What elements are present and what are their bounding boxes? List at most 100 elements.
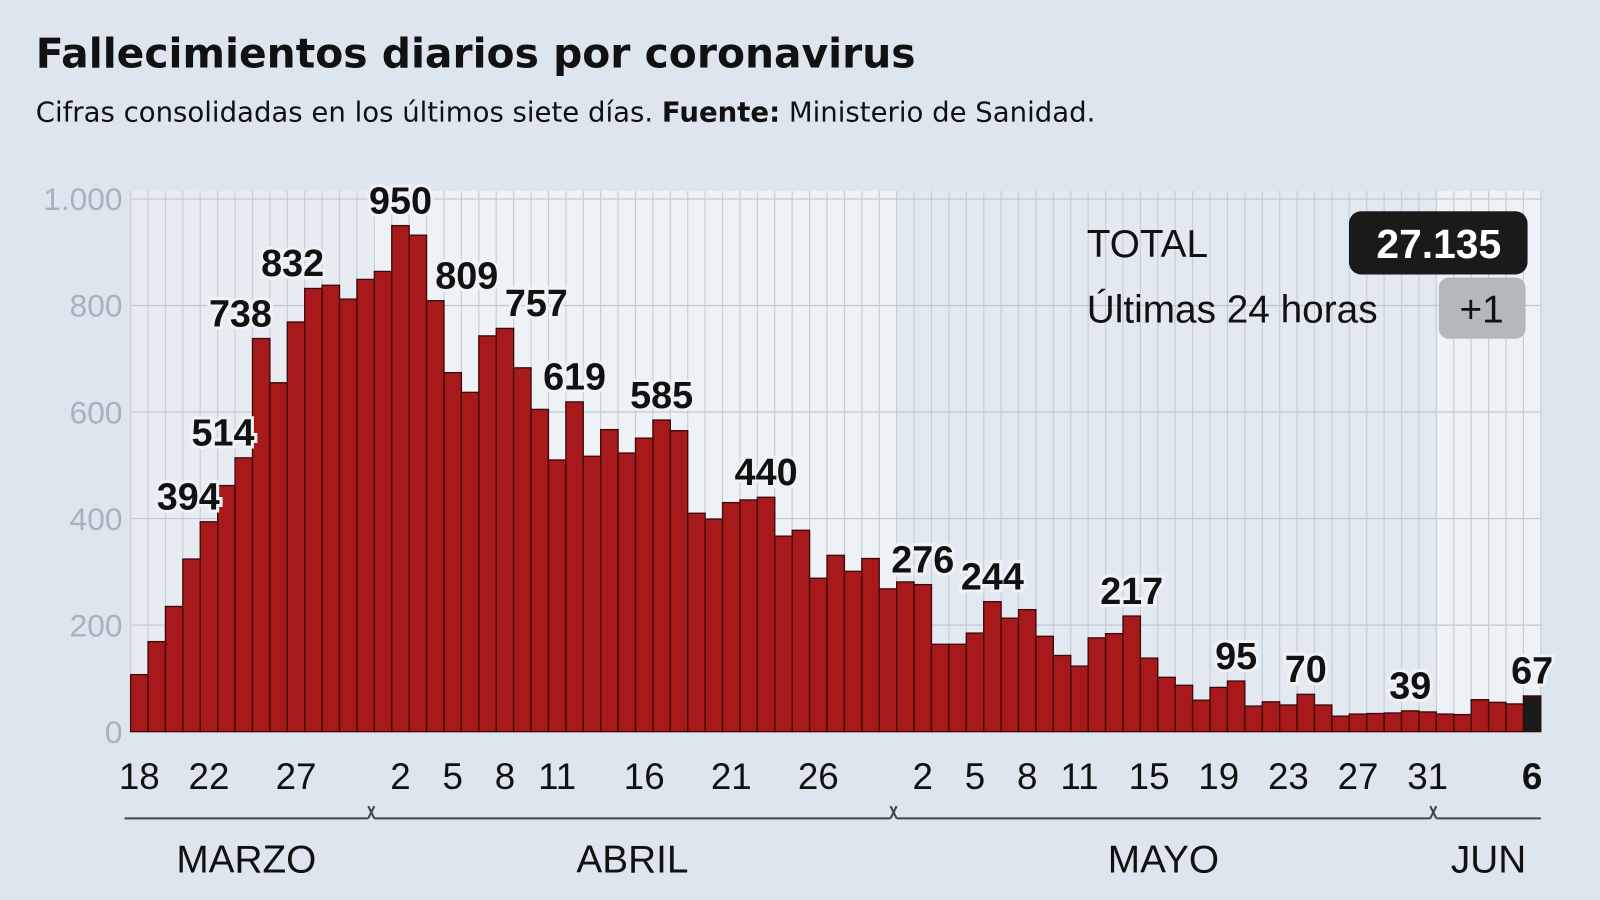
bar bbox=[756, 496, 776, 733]
data-label: 832 bbox=[261, 242, 324, 284]
last24-label: Últimas 24 horas bbox=[1087, 288, 1378, 331]
month-bracket bbox=[1429, 805, 1541, 820]
bar bbox=[182, 558, 201, 733]
data-label: 809 bbox=[435, 254, 498, 296]
month-brackets: MARZO ABRIL MAYO JUN bbox=[124, 805, 1541, 881]
month-bracket bbox=[889, 805, 1438, 820]
bar bbox=[147, 640, 167, 733]
x-tick-label: 11 bbox=[1060, 756, 1098, 797]
bar bbox=[669, 430, 689, 733]
bar bbox=[1279, 704, 1298, 733]
bar bbox=[878, 588, 898, 733]
bar bbox=[1244, 705, 1263, 733]
x-tick-label: 31 bbox=[1407, 756, 1448, 797]
bar bbox=[983, 601, 1002, 733]
x-tick-label: 26 bbox=[798, 756, 839, 797]
bar bbox=[1331, 715, 1350, 733]
bar bbox=[843, 570, 863, 733]
bar bbox=[1418, 711, 1438, 733]
y-tick-label: 400 bbox=[70, 501, 123, 537]
data-label: 585 bbox=[630, 374, 693, 416]
total-label: TOTAL bbox=[1087, 223, 1208, 266]
bar bbox=[1505, 703, 1525, 733]
bar bbox=[269, 382, 288, 733]
x-tick-label: 18 bbox=[119, 756, 160, 797]
bar bbox=[582, 455, 602, 733]
bar bbox=[547, 459, 567, 733]
bar bbox=[652, 419, 671, 733]
y-axis: 0 200 400 600 800 1.000 bbox=[43, 181, 122, 750]
bar bbox=[391, 224, 410, 733]
x-tick-label: 15 bbox=[1129, 756, 1170, 797]
bar bbox=[1104, 632, 1124, 733]
bar bbox=[408, 234, 428, 733]
bar bbox=[791, 529, 811, 733]
x-axis: 18 22 27 2 5 8 11 16 21 26 2 5 8 11 15 19 23 27 31 6 bbox=[119, 756, 1542, 797]
bar bbox=[1487, 701, 1507, 733]
bar bbox=[1348, 713, 1368, 733]
x-tick-label: 27 bbox=[276, 756, 317, 797]
month-bracket bbox=[124, 805, 376, 820]
bar bbox=[460, 391, 480, 733]
bar bbox=[965, 632, 985, 733]
bar bbox=[808, 577, 828, 733]
data-label: 217 bbox=[1100, 570, 1163, 612]
y-tick-label: 600 bbox=[70, 394, 123, 430]
last24-value: +1 bbox=[1460, 288, 1504, 331]
bar bbox=[478, 335, 497, 733]
bar bbox=[1122, 615, 1142, 733]
x-tick-label: 22 bbox=[189, 756, 230, 797]
x-tick-label: 21 bbox=[711, 756, 752, 797]
data-label: 950 bbox=[369, 179, 432, 221]
bar bbox=[1017, 608, 1037, 733]
data-label: 39 bbox=[1389, 665, 1431, 707]
total-value: 27.135 bbox=[1376, 221, 1501, 267]
bar bbox=[1209, 686, 1229, 733]
bar bbox=[530, 408, 550, 733]
month-label: MARZO bbox=[176, 838, 316, 881]
bar bbox=[1453, 713, 1472, 733]
bar bbox=[1261, 701, 1281, 733]
bar bbox=[373, 270, 393, 733]
bar bbox=[1139, 657, 1159, 733]
chart-subtitle: Cifras consolidadas en los últimos siete… bbox=[36, 96, 1096, 128]
bar bbox=[1522, 695, 1542, 733]
bar bbox=[129, 673, 149, 733]
last24-pill bbox=[1438, 277, 1526, 339]
y-tick-label: 200 bbox=[70, 607, 123, 643]
bar bbox=[1383, 712, 1403, 733]
bar bbox=[687, 512, 706, 733]
bar bbox=[1313, 704, 1333, 733]
bar bbox=[1157, 676, 1176, 733]
data-label: 440 bbox=[735, 451, 798, 493]
month-label: JUN bbox=[1451, 838, 1526, 881]
bar bbox=[338, 298, 358, 733]
month-bracket bbox=[367, 805, 898, 820]
bar bbox=[948, 643, 967, 733]
x-tick-label: 11 bbox=[538, 756, 576, 797]
data-label: 276 bbox=[891, 538, 954, 580]
bar bbox=[1052, 654, 1072, 733]
y-tick-label: 0 bbox=[105, 714, 123, 750]
bar bbox=[774, 535, 793, 733]
bar bbox=[1435, 713, 1455, 733]
y-tick-label: 1.000 bbox=[43, 181, 122, 217]
bar bbox=[1470, 699, 1490, 733]
y-tick-label: 800 bbox=[70, 288, 123, 324]
month-label: ABRIL bbox=[576, 838, 688, 881]
x-tick-label: 8 bbox=[495, 756, 515, 797]
bar bbox=[704, 518, 724, 733]
bar bbox=[216, 484, 236, 733]
bar bbox=[1366, 712, 1385, 733]
data-label: 70 bbox=[1285, 648, 1327, 690]
bar bbox=[495, 327, 515, 733]
x-tick-label: 27 bbox=[1338, 756, 1379, 797]
bar bbox=[721, 501, 741, 733]
bar bbox=[286, 321, 306, 733]
month-label: MAYO bbox=[1108, 838, 1219, 881]
data-label: 757 bbox=[505, 282, 568, 324]
bar bbox=[425, 300, 445, 733]
bar bbox=[895, 581, 915, 733]
